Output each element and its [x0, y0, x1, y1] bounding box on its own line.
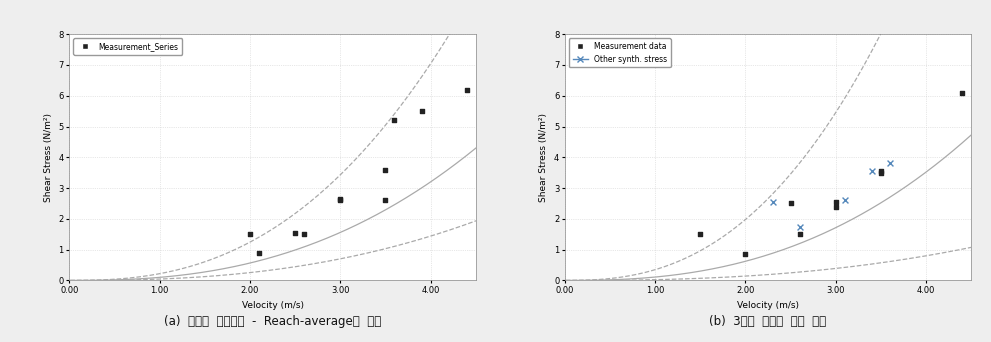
Point [251, 250, 267, 255]
Point [296, 232, 312, 237]
Y-axis label: Shear Stress (N/m²): Shear Stress (N/m²) [539, 113, 548, 202]
Point [378, 167, 393, 172]
Legend: Measurement_Series: Measurement_Series [73, 38, 182, 55]
Point [827, 204, 843, 209]
Point [693, 232, 709, 237]
Point [242, 232, 258, 237]
Y-axis label: Shear Stress (N/m²): Shear Stress (N/m²) [44, 113, 53, 202]
Point [864, 169, 880, 174]
Point [386, 118, 402, 123]
Point [836, 198, 852, 203]
Point [459, 87, 475, 92]
Point [413, 108, 429, 114]
Point [332, 198, 348, 203]
Text: (a)  소류력  측정장치  -  Reach-average식  비교: (a) 소류력 측정장치 - Reach-average식 비교 [164, 315, 382, 328]
Point [737, 252, 753, 257]
Point [873, 169, 889, 174]
Text: (b)  3가지  소류력  전체  비교: (b) 3가지 소류력 전체 비교 [710, 315, 826, 328]
Point [332, 196, 348, 202]
Point [827, 199, 843, 205]
Point [783, 201, 799, 206]
X-axis label: Velocity (m/s): Velocity (m/s) [242, 301, 303, 310]
Point [954, 90, 970, 95]
Legend: Measurement data, Other synth. stress: Measurement data, Other synth. stress [569, 38, 671, 67]
Point [378, 198, 393, 203]
X-axis label: Velocity (m/s): Velocity (m/s) [737, 301, 799, 310]
Point [873, 170, 889, 175]
Point [792, 224, 808, 229]
Point [765, 199, 781, 205]
Point [882, 161, 898, 166]
Point [287, 230, 303, 236]
Point [792, 232, 808, 237]
